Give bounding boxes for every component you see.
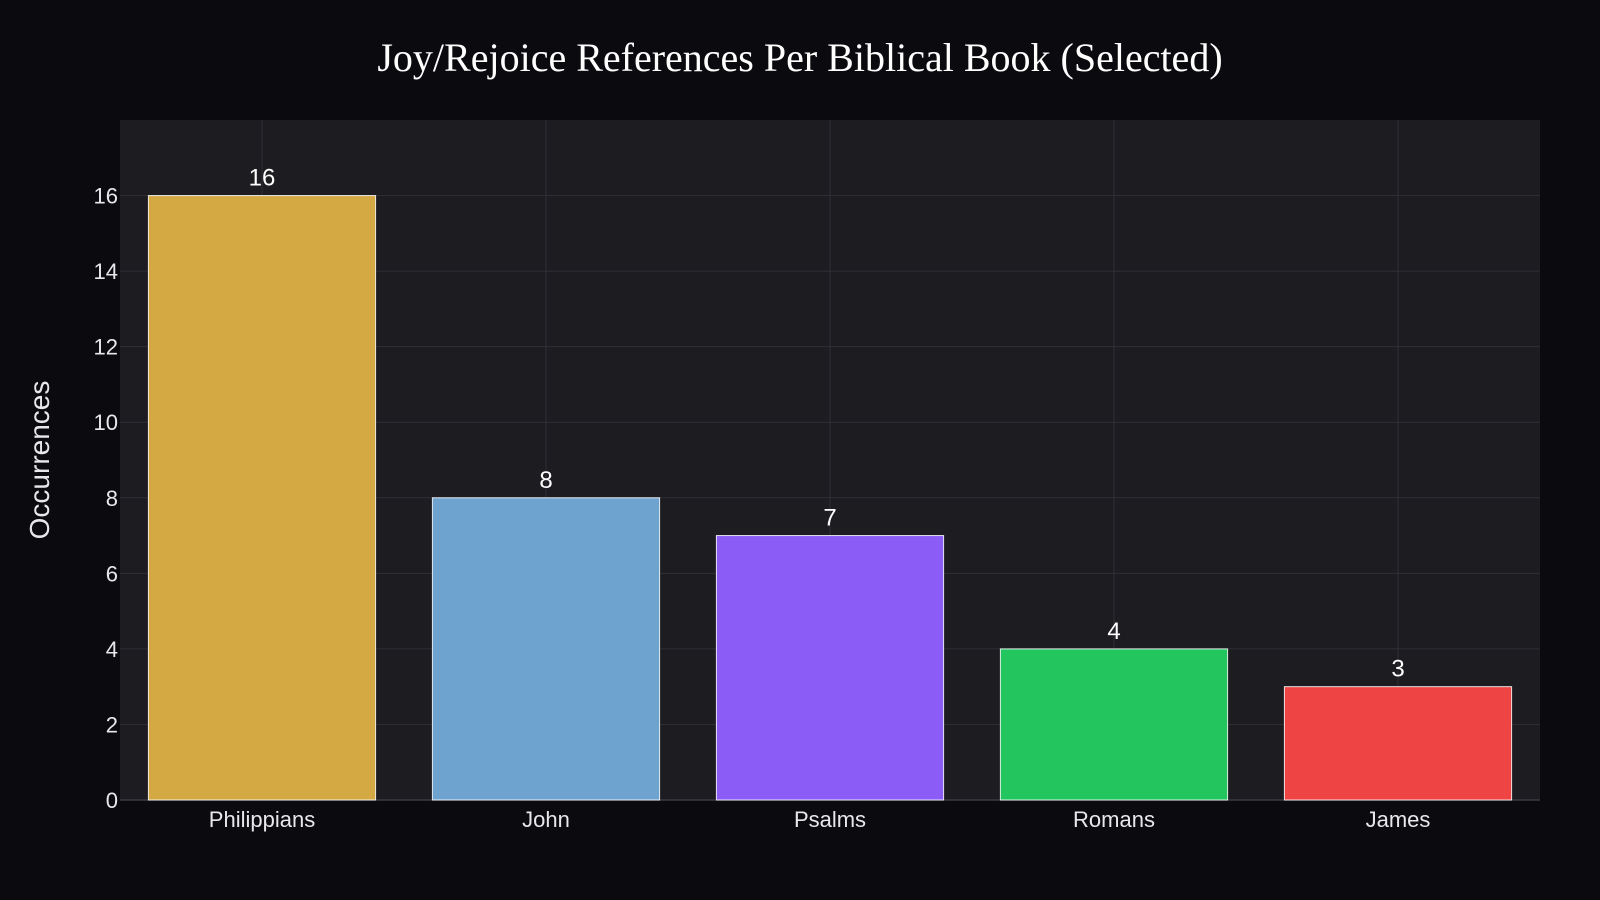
data-label: 4 <box>1107 618 1120 645</box>
x-tick-label: Philippians <box>209 807 315 832</box>
bar-psalms <box>715 535 945 801</box>
y-tick-label: 16 <box>94 184 118 209</box>
x-tick-label: Romans <box>1073 807 1155 832</box>
x-axis-ticks: Philippians John Psalms Romans James <box>209 807 1431 832</box>
bar-philippians <box>147 195 377 801</box>
data-label: 8 <box>539 467 552 494</box>
y-tick-label: 6 <box>106 561 118 586</box>
x-tick-label: James <box>1366 807 1431 832</box>
y-tick-label: 10 <box>94 410 118 435</box>
y-tick-label: 4 <box>106 637 118 662</box>
y-axis-ticks: 0 2 4 6 8 10 12 14 16 <box>94 184 118 813</box>
bar-james <box>1283 686 1513 801</box>
data-label: 7 <box>823 505 836 532</box>
chart-title: Joy/Rejoice References Per Biblical Book… <box>377 35 1223 80</box>
x-tick-label: Psalms <box>794 807 866 832</box>
y-tick-label: 14 <box>94 259 118 284</box>
y-axis-title: Occurrences <box>24 381 55 540</box>
bar-romans <box>999 648 1229 801</box>
data-labels: 16 8 7 4 3 <box>249 165 1405 683</box>
bars <box>147 195 1513 801</box>
y-tick-label: 12 <box>94 335 118 360</box>
y-tick-label: 8 <box>106 486 118 511</box>
y-tick-label: 0 <box>106 788 118 813</box>
data-label: 16 <box>249 165 276 192</box>
data-label: 3 <box>1391 656 1404 683</box>
y-tick-label: 2 <box>106 712 118 737</box>
x-tick-label: John <box>522 807 570 832</box>
bar-john <box>431 497 661 801</box>
